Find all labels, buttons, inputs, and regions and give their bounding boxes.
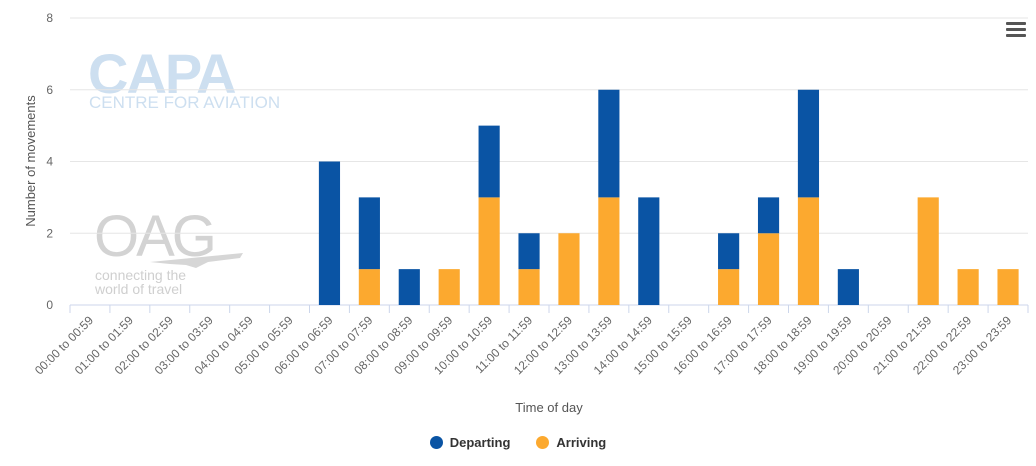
oag-tagline-2: world of travel (94, 281, 182, 297)
bar-departing[interactable] (598, 89, 620, 198)
y-tick-label: 0 (46, 298, 53, 312)
bar-departing[interactable] (518, 233, 540, 270)
legend-item-arriving[interactable]: Arriving (536, 435, 606, 450)
y-tick-label: 8 (46, 11, 53, 25)
bar-departing[interactable] (318, 161, 341, 306)
bar-arriving[interactable] (558, 233, 580, 305)
bar-departing[interactable] (398, 269, 420, 305)
bar-departing[interactable] (797, 89, 820, 198)
bar-arriving[interactable] (797, 197, 820, 305)
bar-departing[interactable] (837, 269, 859, 305)
y-tick-label: 6 (46, 83, 53, 97)
bar-departing[interactable] (358, 197, 380, 270)
bar-arriving[interactable] (598, 197, 620, 305)
bar-departing[interactable] (718, 233, 740, 270)
bars (318, 89, 1019, 306)
y-tick-label: 2 (46, 226, 53, 240)
bar-arriving[interactable] (718, 269, 740, 305)
bar-departing[interactable] (638, 197, 660, 305)
x-axis-label: Time of day (515, 400, 583, 415)
bar-arriving[interactable] (757, 233, 780, 305)
bar-arriving[interactable] (438, 269, 460, 305)
legend-dot-departing (429, 436, 443, 449)
legend-item-departing[interactable]: Departing (429, 435, 511, 450)
legend-dot-arriving (536, 436, 550, 449)
hamburger-menu-icon[interactable] (1006, 22, 1026, 38)
watermark-logos: CAPA CENTRE FOR AVIATION OAG connecting … (88, 42, 280, 297)
bar-arriving[interactable] (478, 197, 500, 305)
bar-arriving[interactable] (518, 269, 540, 305)
legend: Departing Arriving (0, 435, 1036, 450)
bar-departing[interactable] (478, 125, 500, 198)
legend-label-departing: Departing (449, 435, 511, 450)
oag-tagline-1: connecting the (95, 267, 186, 283)
bar-departing[interactable] (757, 197, 780, 234)
bar-arriving[interactable] (358, 269, 380, 305)
bar-arriving[interactable] (917, 197, 939, 305)
airplane-icon (150, 253, 243, 268)
y-axis-ticks: 0 2 4 6 8 (46, 11, 53, 312)
bar-arriving[interactable] (957, 269, 979, 305)
y-tick-label: 4 (46, 155, 53, 169)
bar-arriving[interactable] (997, 269, 1019, 305)
capa-logo: CAPA (88, 42, 235, 105)
legend-label-arriving: Arriving (556, 435, 607, 450)
capa-subtitle: CENTRE FOR AVIATION (89, 93, 280, 112)
y-axis-label: Number of movements (23, 95, 38, 227)
